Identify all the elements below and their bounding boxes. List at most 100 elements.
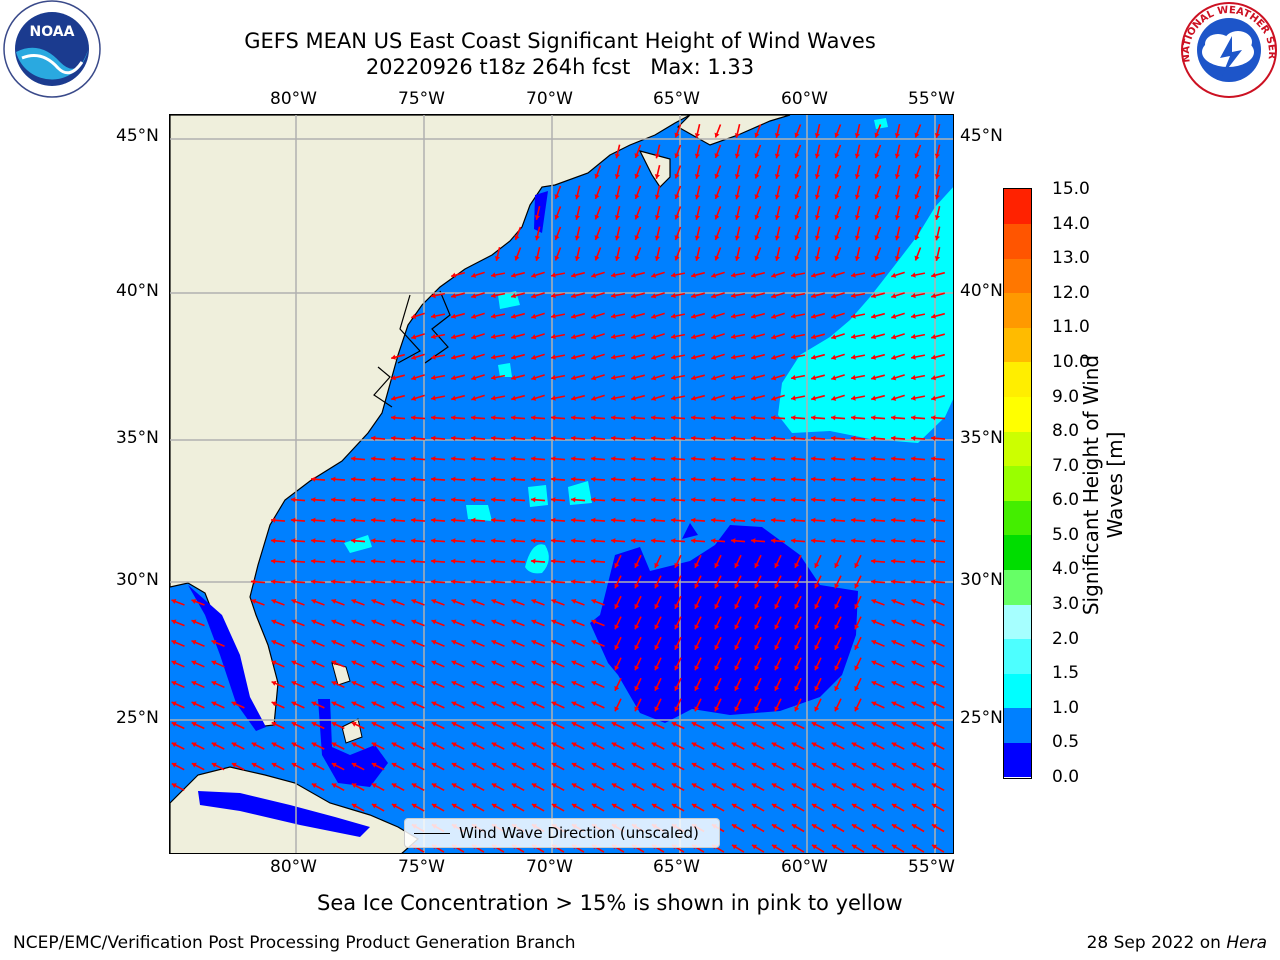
wave-arrow-head xyxy=(391,538,396,544)
wave-arrow-head xyxy=(431,292,436,299)
wave-arrow-head xyxy=(751,538,756,544)
wave-arrow-head xyxy=(831,293,837,299)
wave-arrow-head xyxy=(631,415,636,421)
wave-arrow-head xyxy=(411,375,417,381)
wave-arrow-head xyxy=(471,701,477,707)
wave-arrow-head xyxy=(851,374,856,381)
wave-arrow-head xyxy=(331,660,337,666)
wave-arrow-head xyxy=(911,660,917,666)
wave-arrow-head xyxy=(571,619,577,625)
wave-arrow-head xyxy=(671,538,676,544)
wave-arrow-head xyxy=(594,235,600,240)
wave-arrow-head xyxy=(431,660,437,666)
wave-arrow-head xyxy=(631,395,636,401)
wave-arrow-head xyxy=(634,685,640,691)
wave-arrow-head xyxy=(411,313,417,319)
wave-arrow-head xyxy=(534,235,540,241)
wave-arrow-head xyxy=(491,517,496,523)
wave-arrow-head xyxy=(654,583,660,589)
wave-arrow-head xyxy=(631,721,637,727)
wave-arrow-head xyxy=(411,619,417,625)
wave-arrow-head xyxy=(491,313,496,319)
wave-arrow-head xyxy=(771,762,777,768)
wave-arrow-head xyxy=(551,374,556,381)
wave-arrow-head xyxy=(431,680,437,686)
wave-arrow-head xyxy=(931,783,937,789)
wave-arrow-head xyxy=(431,701,437,707)
wave-arrow-head xyxy=(694,603,700,609)
wave-arrow-head xyxy=(891,435,896,441)
wave-arrow-head xyxy=(611,292,616,299)
wave-arrow-head xyxy=(471,435,476,441)
wave-arrow-head xyxy=(531,415,536,421)
wave-arrow-head xyxy=(351,476,356,482)
wave-arrow-head xyxy=(591,538,596,544)
wave-arrow-head xyxy=(671,313,676,319)
wave-arrow-head xyxy=(711,742,717,748)
wave-arrow-head xyxy=(914,153,920,158)
wave-arrow-head xyxy=(351,701,357,707)
wave-arrow-head xyxy=(391,579,396,585)
wave-arrow-head xyxy=(851,313,856,319)
wave-arrow-head xyxy=(611,538,616,544)
wave-arrow-head xyxy=(574,215,580,220)
wave-arrow-head xyxy=(711,456,716,462)
wave-arrow-head xyxy=(391,619,397,625)
wave-arrow-head xyxy=(891,538,896,544)
wave-arrow-head xyxy=(834,255,840,261)
wave-arrow-head xyxy=(851,456,856,462)
wave-arrow-head xyxy=(931,701,937,707)
wave-arrow-head xyxy=(911,354,916,360)
wave-arrow-head xyxy=(691,293,696,299)
wave-arrow-head xyxy=(171,660,177,666)
wave-arrow-head xyxy=(871,558,876,564)
wave-arrow-head xyxy=(611,803,617,809)
wave-arrow-head xyxy=(594,214,600,220)
wave-arrow-head xyxy=(791,538,796,544)
wave-arrow-head xyxy=(934,133,940,138)
wave-arrow-head xyxy=(831,517,836,523)
wave-arrow-head xyxy=(691,313,696,319)
wave-arrow-head xyxy=(451,497,456,503)
wave-arrow-head xyxy=(931,599,937,604)
wave-arrow-head xyxy=(291,558,296,564)
lat-left-25: 25°N xyxy=(116,708,159,728)
wave-arrow-head xyxy=(854,685,860,691)
wave-arrow-head xyxy=(554,235,560,240)
wave-arrow-head xyxy=(471,742,477,748)
wave-arrow-head xyxy=(431,762,437,768)
wave-arrow-head xyxy=(774,685,780,691)
wave-arrow-head xyxy=(751,313,756,319)
wave-arrow-head xyxy=(491,538,496,544)
wave-arrow-head xyxy=(571,783,577,789)
wave-arrow-head xyxy=(891,456,896,462)
wave-arrow-head xyxy=(831,375,837,381)
wave-arrow-head xyxy=(814,706,820,712)
wave-arrow-head xyxy=(574,235,580,241)
wave-arrow-head xyxy=(871,742,877,748)
wave-arrow-head xyxy=(911,558,916,564)
wave-arrow-head xyxy=(654,665,660,671)
wave-arrow-head xyxy=(371,558,376,564)
wave-arrow-head xyxy=(734,603,740,609)
wave-arrow-head xyxy=(791,333,796,340)
wave-arrow-head xyxy=(831,824,837,829)
colorbar-segment xyxy=(1004,396,1031,432)
colorbar-tick-label: 4.0 xyxy=(1052,559,1080,580)
wave-arrow-head xyxy=(491,680,497,686)
wave-arrow-head xyxy=(511,375,516,381)
wave-arrow-head xyxy=(391,640,397,645)
wave-arrow-head xyxy=(331,783,337,789)
wave-arrow-head xyxy=(754,665,760,671)
wave-arrow-head xyxy=(811,517,816,523)
wave-arrow-head xyxy=(551,742,557,748)
wave-arrow-head xyxy=(571,456,576,462)
wave-arrow-head xyxy=(794,583,800,589)
wave-arrow-head xyxy=(794,624,800,630)
wave-arrow-head xyxy=(531,538,536,544)
wave-arrow-head xyxy=(451,558,456,564)
wave-arrow-head xyxy=(891,783,897,789)
colorbar-tick-label: 1.5 xyxy=(1052,663,1080,684)
wave-arrow-head xyxy=(854,153,860,159)
wave-arrow-head xyxy=(734,153,740,159)
